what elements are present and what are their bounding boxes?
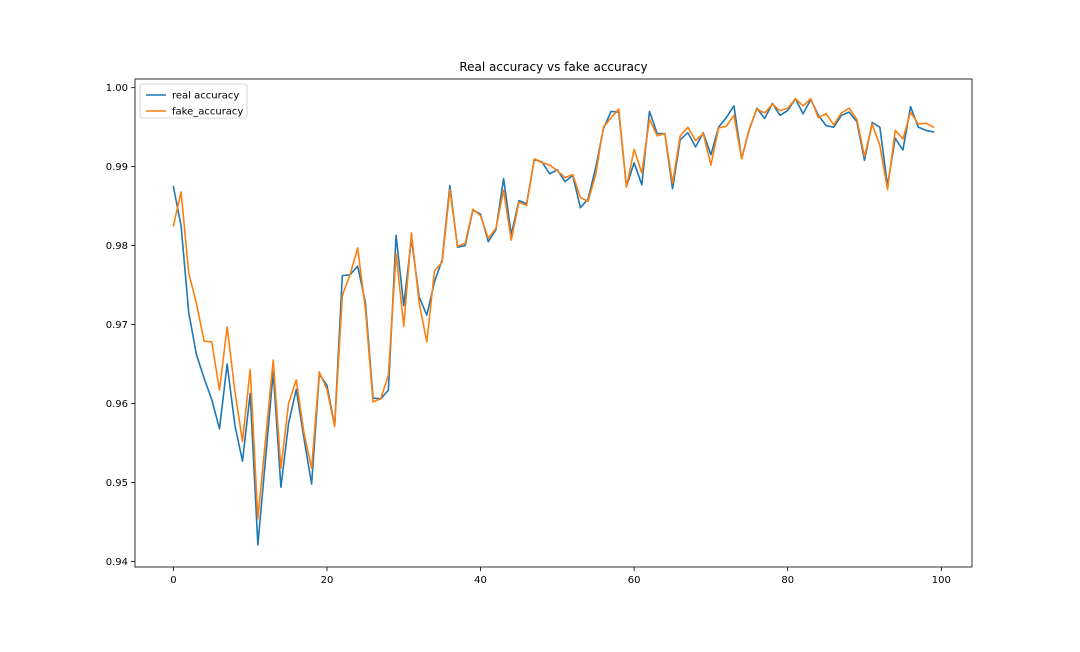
- x-tick-label: 100: [932, 575, 951, 586]
- y-tick-label: 0.99: [106, 162, 128, 173]
- legend-label: fake_accuracy: [172, 107, 243, 118]
- y-tick-label: 0.98: [106, 241, 128, 252]
- y-tick-label: 0.95: [106, 478, 128, 489]
- y-tick-label: 0.94: [106, 557, 128, 568]
- y-tick-label: 1.00: [106, 83, 128, 94]
- plot-frame: [134, 78, 973, 568]
- y-tick-label: 0.96: [106, 399, 128, 410]
- series-line-real-accuracy: [172, 97, 935, 546]
- y-tick-label: 0.97: [106, 320, 128, 331]
- legend-box: [139, 83, 248, 119]
- x-tick-label: 0: [170, 575, 176, 586]
- x-tick-label: 60: [628, 575, 641, 586]
- series-layer: [172, 97, 935, 546]
- legend: real accuracy fake_accuracy: [139, 83, 248, 119]
- chart-title: Real accuracy vs fake accuracy: [459, 60, 647, 74]
- series-line-fake-accuracy: [172, 97, 935, 520]
- axes-layer: 0 20 40 60 80 100 0.94 0.95 0.96 0.97 0.98 0.99 1.00: [106, 78, 973, 586]
- x-tick-label: 20: [321, 575, 334, 586]
- legend-label: real accuracy: [172, 91, 239, 102]
- x-tick-label: 80: [781, 575, 794, 586]
- x-tick-label: 40: [474, 575, 487, 586]
